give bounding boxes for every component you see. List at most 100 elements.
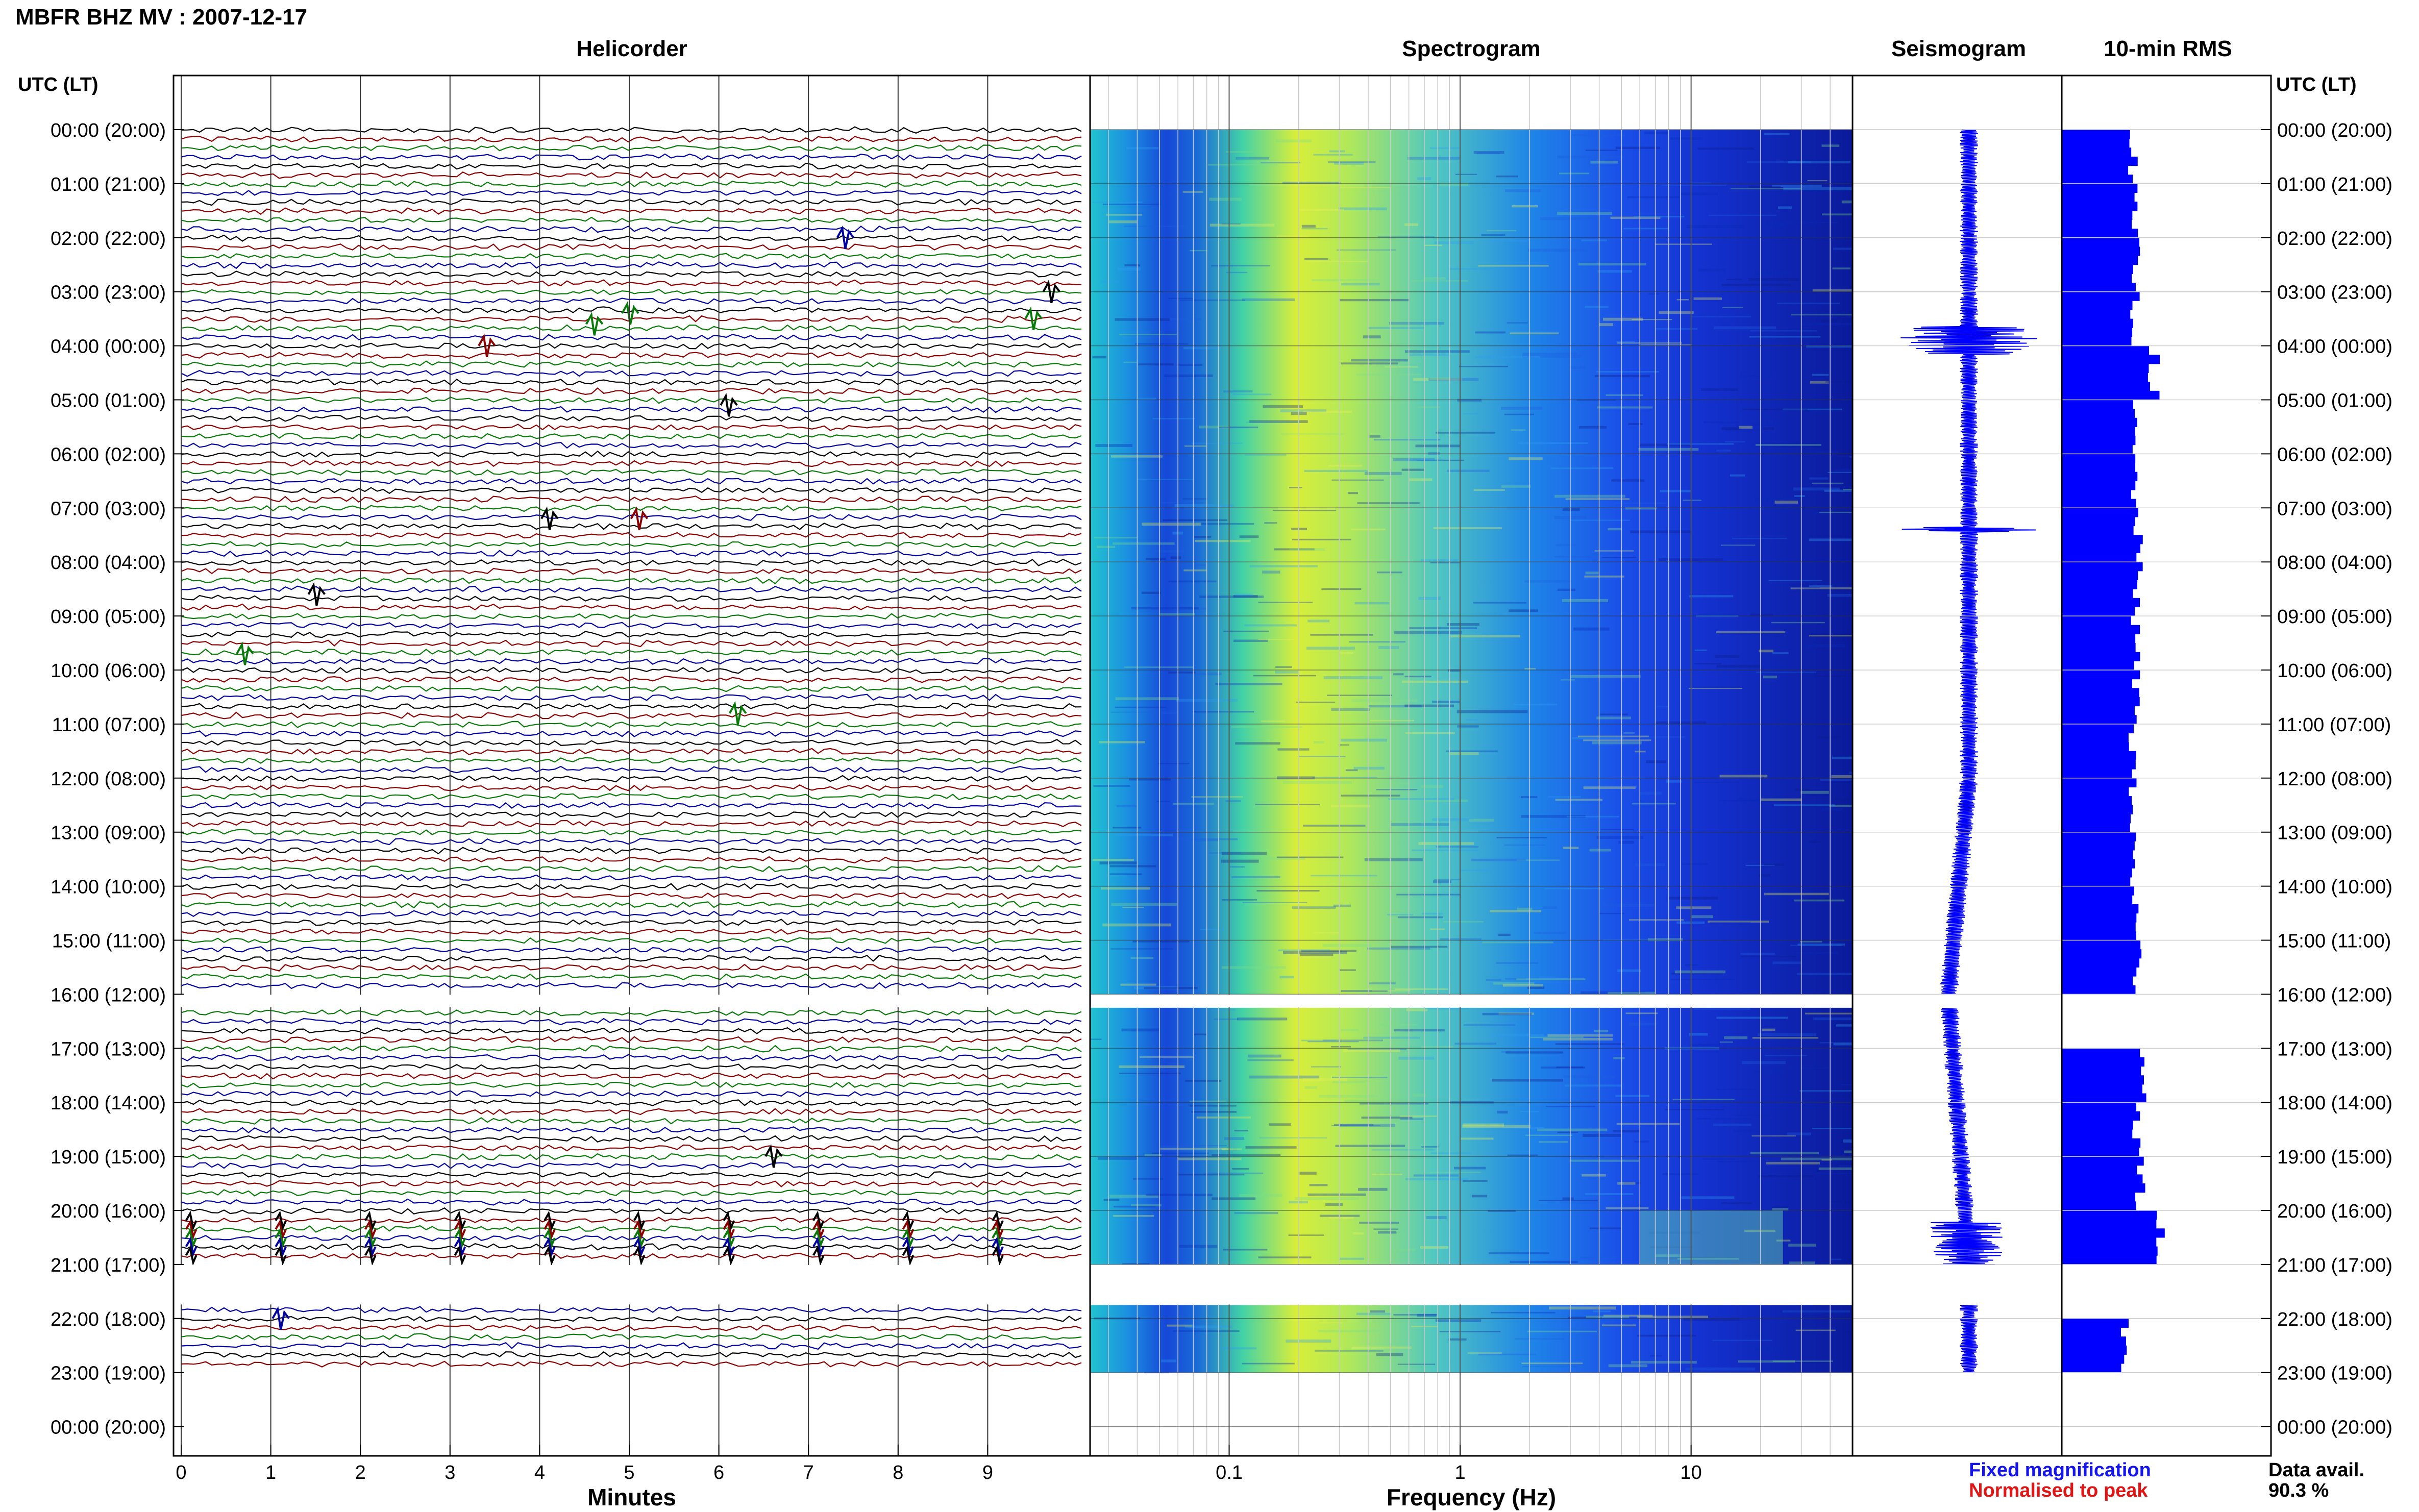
rms-bar: [2062, 1364, 2121, 1373]
time-label-right: 18:00 (14:00): [2277, 1093, 2392, 1114]
rms-bar: [2062, 1201, 2136, 1211]
rms-bar: [2062, 1057, 2144, 1067]
helicorder-trace-line: [181, 829, 1082, 836]
rms-bar: [2062, 724, 2134, 734]
data-gap: [1854, 995, 2061, 1007]
time-label-right: 04:00 (00:00): [2277, 336, 2392, 358]
helicorder-calibration-pulse: [544, 1245, 556, 1266]
rms-bar: [2062, 454, 2136, 463]
time-label-left: 13:00 (09:00): [51, 823, 166, 844]
rms-bar: [2062, 1165, 2137, 1175]
time-axis-label-left: UTC (LT): [18, 74, 98, 95]
time-label-right: 06:00 (02:00): [2277, 444, 2392, 465]
rms-layer: [2062, 130, 2165, 1373]
time-label-right: 10:00 (06:00): [2277, 660, 2392, 682]
rms-bar: [2062, 390, 2160, 400]
rms-bar: [2062, 1345, 2127, 1355]
helicorder-calibration-pulse: [633, 1245, 646, 1266]
helicorder-calibration-pulse: [633, 1219, 646, 1240]
helicorder-trace-line: [181, 342, 1082, 350]
time-label-right: 15:00 (11:00): [2277, 931, 2391, 952]
helicorder-event: [1042, 279, 1060, 304]
helicorder-trace-line: [181, 1342, 1082, 1350]
helicorder-trace-line: [181, 982, 1082, 989]
legend-normalised-to-peak: Normalised to peak: [1969, 1480, 2148, 1501]
figure-title: MBFR BHZ MV : 2007-12-17: [15, 5, 307, 30]
helicorder-trace-line: [181, 396, 1082, 404]
helicorder-trace-line: [181, 1225, 1082, 1233]
helicorder-trace-line: [181, 1009, 1082, 1017]
rms-bar: [2062, 1111, 2140, 1121]
time-label-left: 00:00 (20:00): [51, 1417, 166, 1439]
rms-bar: [2062, 922, 2136, 932]
data-gap: [1091, 1265, 1852, 1305]
helicorder-trace-line: [181, 532, 1082, 539]
time-label-left: 00:00 (20:00): [51, 120, 166, 141]
helicorder-trace-line: [181, 748, 1082, 756]
helicorder-trace-line: [181, 1018, 1082, 1026]
helicorder-trace-line: [181, 1198, 1082, 1206]
time-label-right: 14:00 (10:00): [2277, 877, 2392, 898]
helicorder-trace-line: [181, 1216, 1082, 1224]
helicorder-calibration-pulse: [275, 1245, 287, 1266]
helicorder-event: [630, 506, 649, 530]
panel-frames: [172, 75, 2272, 1457]
helicorder-trace-line: [181, 1207, 1082, 1215]
helicorder-trace-line: [181, 324, 1082, 332]
helicorder-calibration-pulse: [992, 1219, 1004, 1240]
rms-bar: [2062, 751, 2136, 760]
rms-bar: [2062, 246, 2140, 256]
helicorder-trace-line: [181, 666, 1082, 675]
helicorder-trace-line: [181, 1306, 1082, 1313]
rms-bar: [2062, 1183, 2145, 1193]
time-label-right: 00:00 (20:00): [2277, 120, 2392, 141]
time-label-left: 12:00 (08:00): [51, 769, 166, 790]
rms-bar: [2062, 985, 2136, 995]
rms-bar: [2062, 256, 2138, 265]
helicorder-calibration-pulse: [633, 1228, 646, 1249]
rms-bar: [2062, 859, 2135, 869]
time-label-left: 03:00 (23:00): [51, 282, 166, 304]
helicorder-trace-line: [181, 297, 1082, 305]
helicorder-calibration-pulse: [723, 1228, 735, 1249]
rms-bar: [2062, 697, 2140, 707]
time-label-right: 21:00 (17:00): [2277, 1255, 2392, 1276]
rms-bar: [2062, 1318, 2129, 1328]
helicorder-trace-line: [181, 216, 1082, 224]
helicorder-calibration-pulse: [364, 1236, 377, 1257]
helicorder-trace-line: [181, 1144, 1082, 1152]
helicorder-trace-line: [181, 406, 1082, 413]
rms-bar: [2062, 949, 2142, 959]
helicorder-trace-line: [181, 721, 1082, 728]
helicorder-calibration-pulse: [633, 1210, 646, 1231]
helicorder-calibration-pulse: [902, 1210, 915, 1231]
rms-bar: [2062, 940, 2141, 950]
rms-bar: [2062, 463, 2135, 473]
rms-bar: [2062, 598, 2140, 607]
helicorder-trace-line: [181, 973, 1082, 980]
helicorder-calibration-pulse: [275, 1228, 287, 1249]
time-label-left: 05:00 (01:00): [51, 390, 166, 412]
helicorder-trace-line: [181, 901, 1082, 909]
helicorder-trace-line: [181, 892, 1082, 900]
helicorder-trace-line: [181, 1063, 1082, 1071]
rms-bar: [2062, 778, 2137, 787]
spectrogram-layer: [1090, 130, 1853, 1374]
rms-bar: [2062, 904, 2139, 914]
helicorder-calibration-pulse: [633, 1236, 646, 1257]
helicorder-trace-line: [181, 135, 1082, 143]
time-label-right: 16:00 (12:00): [2277, 984, 2392, 1006]
time-label-right: 08:00 (04:00): [2277, 552, 2392, 574]
helicorder-trace-line: [181, 126, 1082, 134]
helicorder-event: [540, 506, 559, 530]
rms-bar: [2062, 589, 2133, 599]
helicorder-trace-line: [181, 847, 1082, 855]
time-label-left: 08:00 (04:00): [51, 552, 166, 574]
helicorder-calibration-pulse: [544, 1236, 556, 1257]
rms-bar: [2062, 877, 2131, 887]
rms-bar: [2062, 237, 2140, 247]
rms-bar: [2062, 508, 2138, 517]
helicorder-trace-line: [181, 567, 1082, 575]
rms-bar: [2062, 1075, 2144, 1085]
